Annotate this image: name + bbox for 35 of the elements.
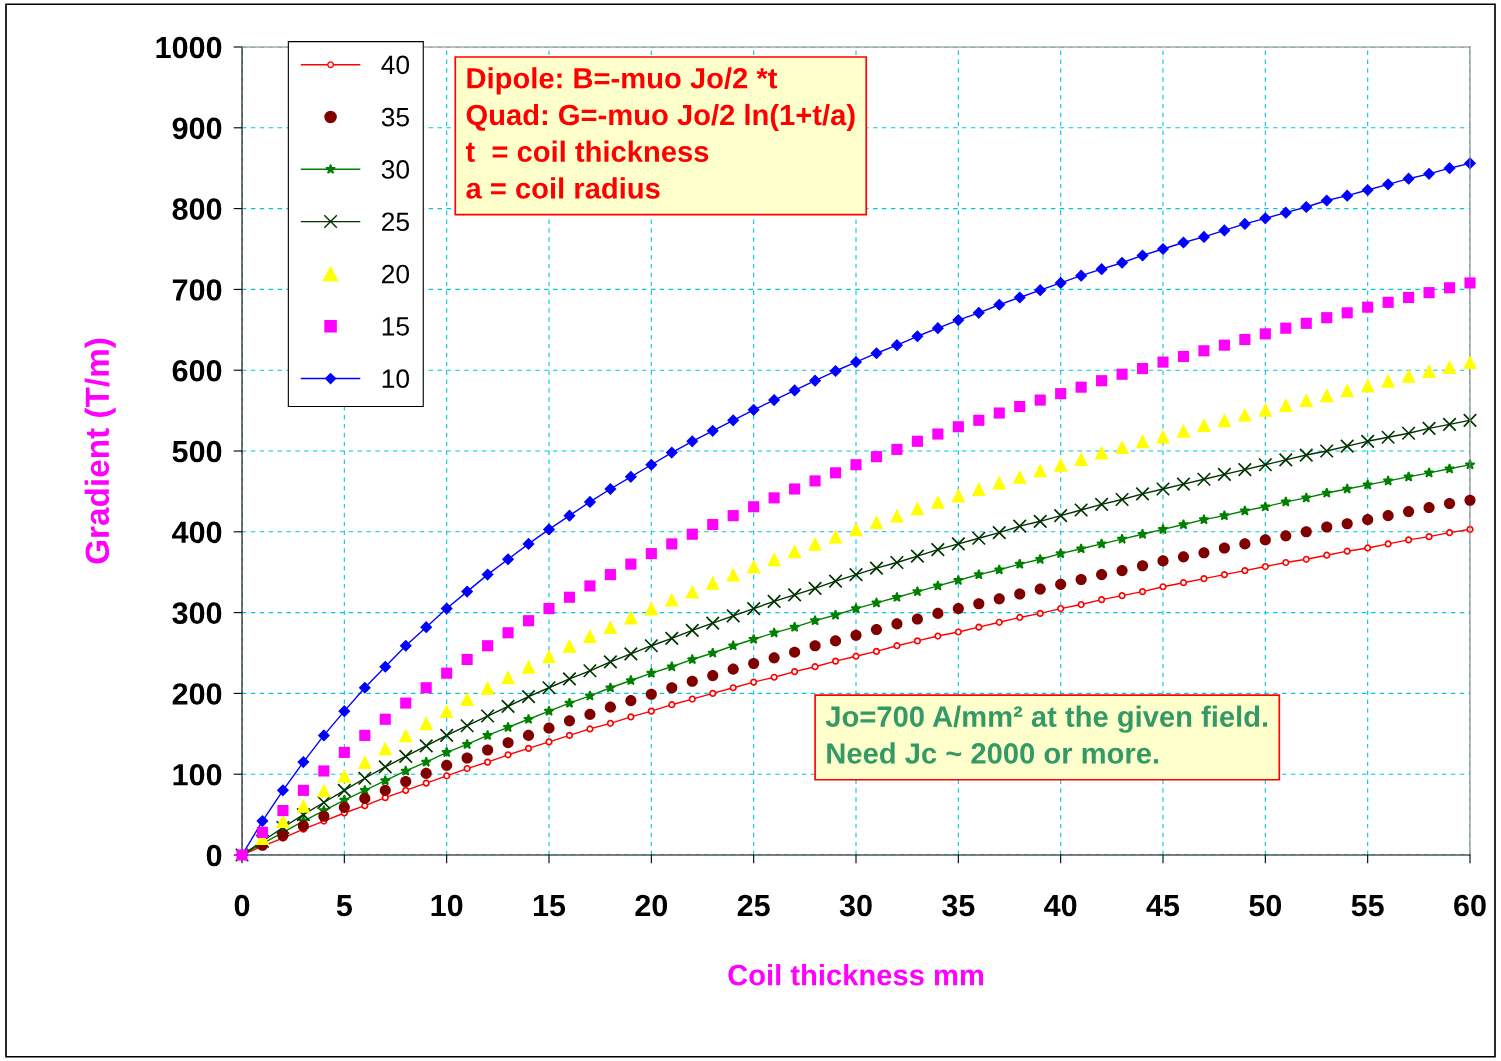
legend-label: 10 bbox=[382, 369, 410, 389]
y-tick-label: 1000 bbox=[156, 36, 222, 59]
legend-label: 20 bbox=[382, 264, 410, 284]
y-tick-label: 100 bbox=[173, 763, 222, 786]
x-axis-title: Coil thickness mm bbox=[728, 964, 984, 986]
x-tick-label: 50 bbox=[1249, 894, 1282, 917]
y-tick-label: 700 bbox=[172, 279, 222, 301]
y-tick-label: 0 bbox=[206, 844, 222, 867]
x-tick-label: 45 bbox=[1146, 895, 1180, 917]
y-tick-label: 800 bbox=[172, 198, 222, 220]
y-tick-label: 500 bbox=[172, 440, 222, 463]
y-axis-title: Gradient (T/m) bbox=[84, 338, 116, 564]
annotation: Dipole: B=-muo Jo/2 *t Quad: G=-muo Jo/2 ln(1+t/a) t = coil thickness a = coil radius bbox=[465, 67, 855, 199]
x-tick-label: 5 bbox=[336, 895, 352, 917]
x-tick-label: 0 bbox=[234, 894, 250, 917]
y-tick-label: 300 bbox=[172, 602, 222, 625]
x-tick-label: 15 bbox=[533, 895, 566, 917]
y-tick-label: 900 bbox=[172, 117, 222, 140]
x-tick-label: 25 bbox=[737, 894, 770, 917]
x-tick-label: 40 bbox=[1044, 894, 1077, 917]
annotation: Jo=700 A/mm² at the given field. Need Jc ~ 2000 or more. bbox=[825, 705, 1268, 764]
legend-label: 40 bbox=[381, 55, 410, 75]
legend-label: 35 bbox=[381, 107, 409, 127]
legend-label: 15 bbox=[382, 317, 409, 336]
y-tick-label: 400 bbox=[172, 521, 222, 544]
y-tick-label: 600 bbox=[172, 359, 222, 382]
x-tick-label: 35 bbox=[942, 894, 975, 917]
legend-label: 30 bbox=[381, 160, 410, 179]
x-tick-label: 20 bbox=[635, 894, 668, 917]
x-tick-label: 60 bbox=[1454, 894, 1486, 917]
legend-label: 25 bbox=[382, 212, 409, 232]
x-tick-label: 30 bbox=[839, 894, 872, 917]
x-tick-label: 10 bbox=[431, 894, 463, 917]
x-tick-label: 55 bbox=[1351, 895, 1384, 917]
y-tick-label: 200 bbox=[172, 683, 222, 705]
